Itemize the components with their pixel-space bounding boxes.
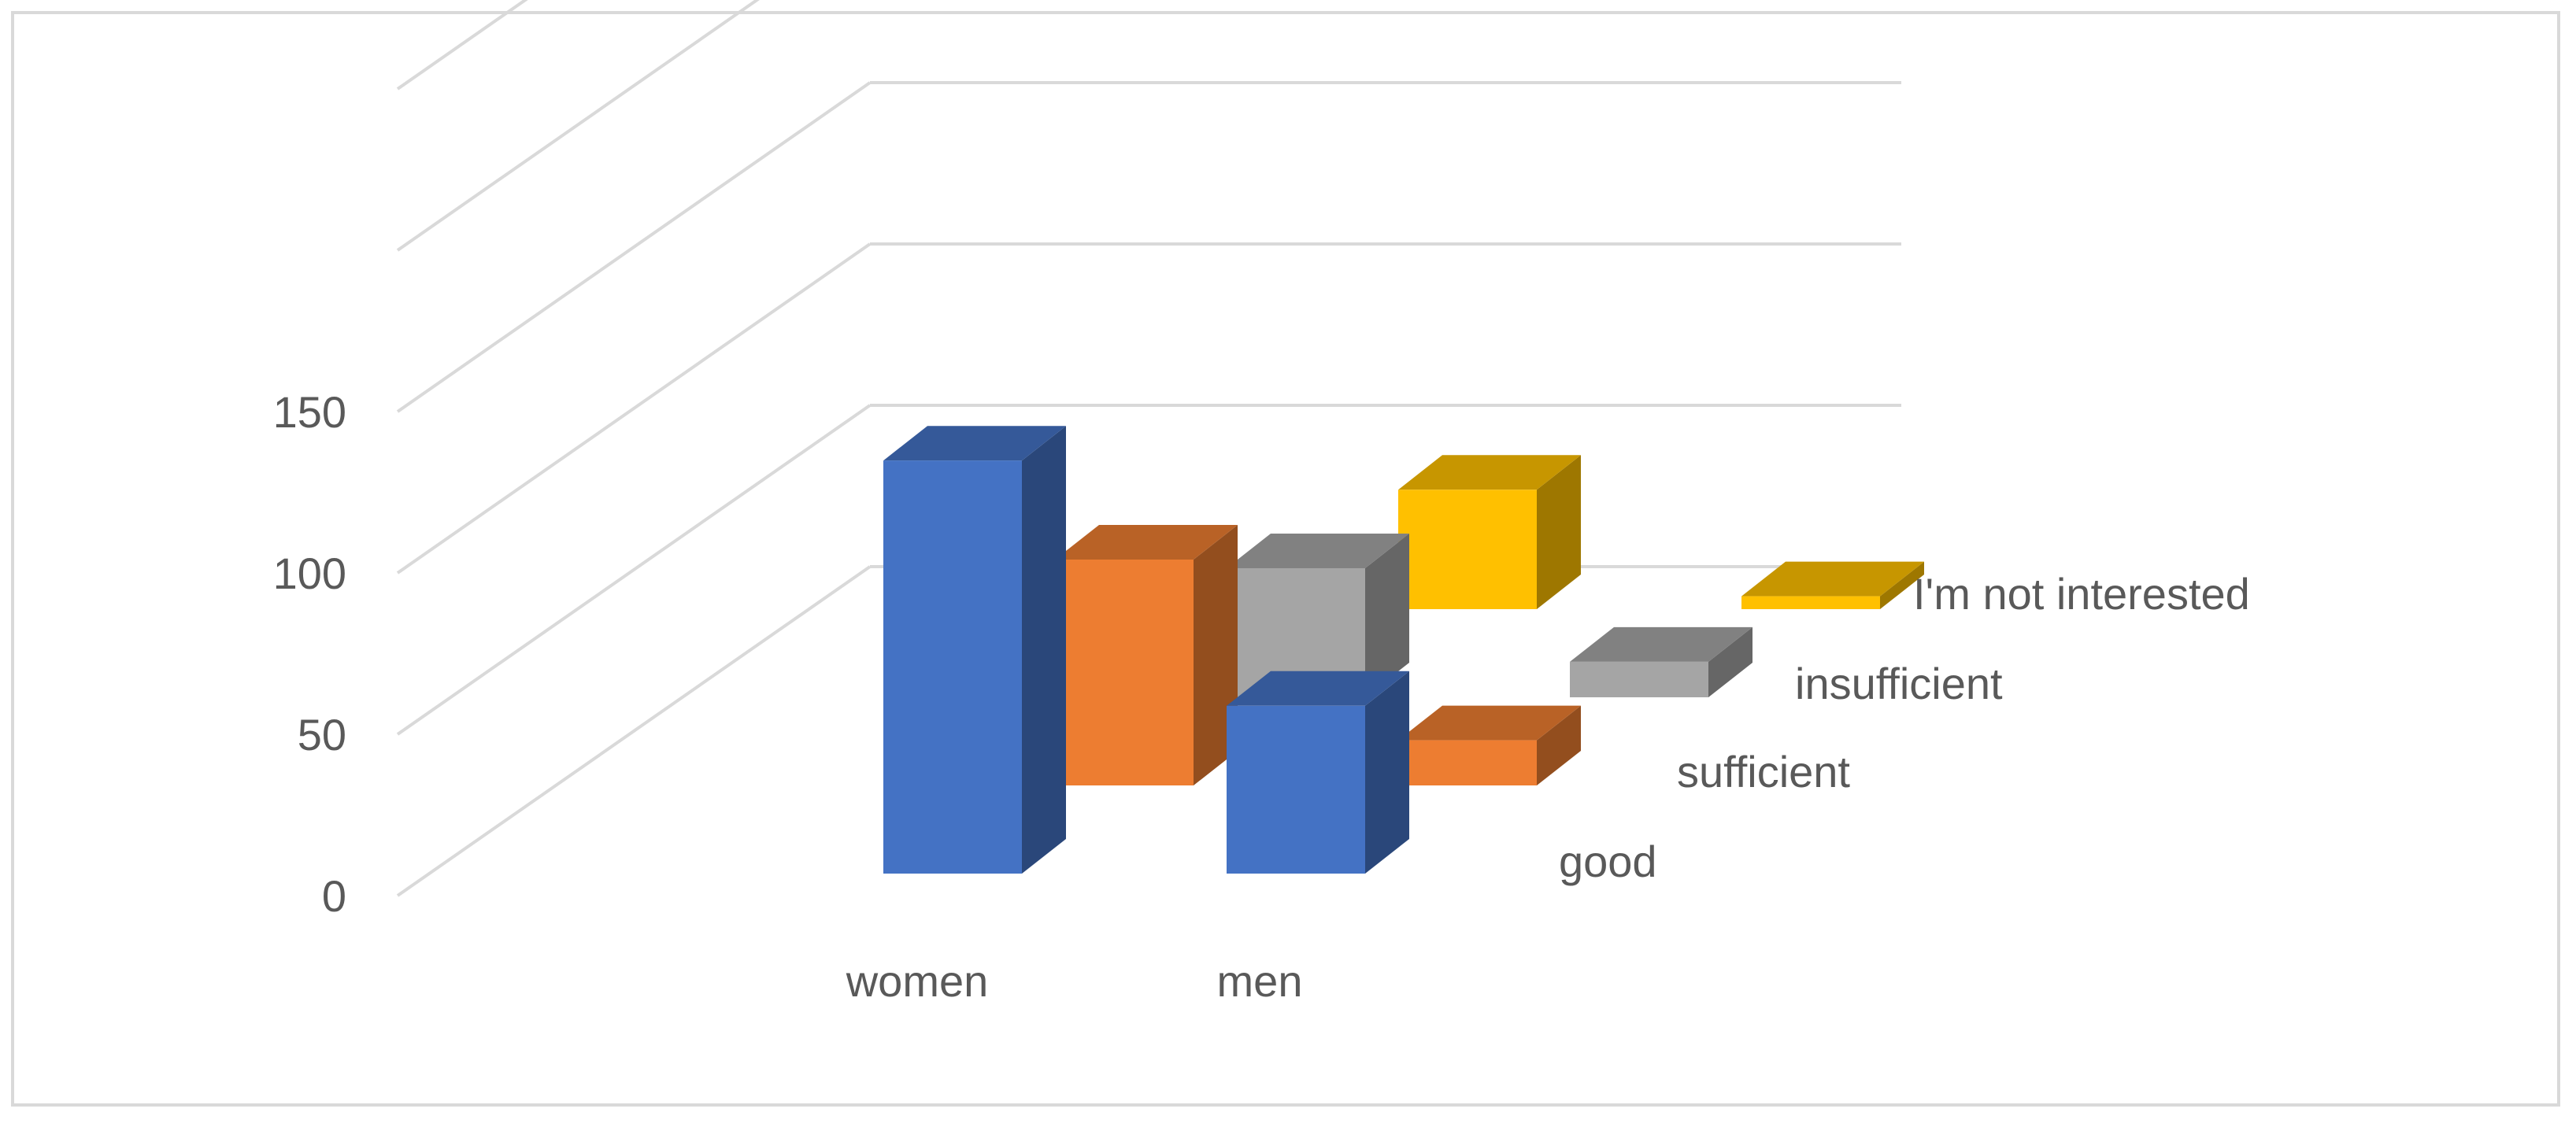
y-tick-label: 50 [298,710,346,759]
axis-labels: 0 50 100 150 women men good sufficient insuffici… [273,387,2250,1006]
y-tick-label: 150 [273,387,346,437]
bar-i-m-not-interested-men [1741,561,1924,609]
gridline-diagonal [396,242,872,575]
series-label: good [1559,837,1657,886]
gridline-diagonal [396,81,872,413]
gridline-diagonal [396,0,760,252]
bar-good-women [883,426,1066,874]
y-tick-label: 100 [273,549,346,598]
gridline-diagonal [396,404,872,736]
gridline-diagonal [396,0,528,91]
bars [883,426,1924,874]
y-tick-label: 0 [322,871,346,921]
series-label: sufficient [1677,747,1850,796]
category-label-men: men [1217,956,1303,1006]
bar-sufficient-women [1055,525,1238,785]
bar-insufficient-men [1570,626,1752,697]
bar-good-men [1227,671,1409,874]
gridline-diagonal [396,565,872,897]
series-label: I'm not interested [1913,569,2250,619]
bar-i-m-not-interested-women [1398,455,1581,609]
bar-sufficient-men [1398,705,1581,785]
series-label: insufficient [1795,659,2003,708]
category-label-women: women [846,956,989,1006]
